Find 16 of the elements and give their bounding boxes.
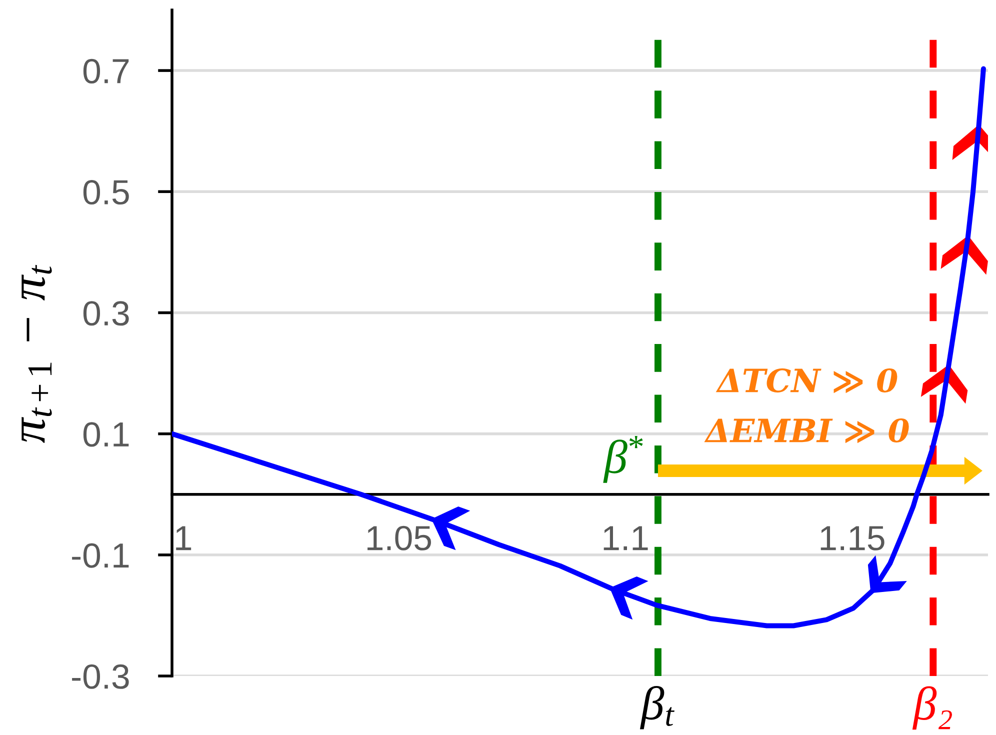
x-tick-label: 1.1: [604, 526, 648, 550]
annotation: ΔTCN ≫ 0: [716, 368, 898, 394]
y-tick-label: 0.7: [83, 58, 129, 84]
y-tick-label: 0.1: [83, 422, 129, 447]
y-axis-title: π$_{t+1}$ − π$_{t}$: [22, 264, 52, 443]
ref-line-label: β$_{t}$: [640, 686, 674, 730]
x-tick-label: 1: [176, 526, 192, 550]
annotation: β$^{*}$: [603, 436, 643, 483]
ref-line-label: β₂: [912, 686, 952, 730]
annotation: ΔEMBI ≫ 0: [704, 418, 909, 444]
y-tick-label: 0.3: [83, 301, 129, 326]
y-tick-label: -0.1: [72, 543, 129, 568]
x-tick-label: 1.15: [820, 526, 884, 550]
y-tick-label: -0.3: [72, 664, 129, 689]
x-tick-label: 1.05: [368, 526, 432, 550]
y-tick-label: 0.5: [83, 180, 129, 205]
